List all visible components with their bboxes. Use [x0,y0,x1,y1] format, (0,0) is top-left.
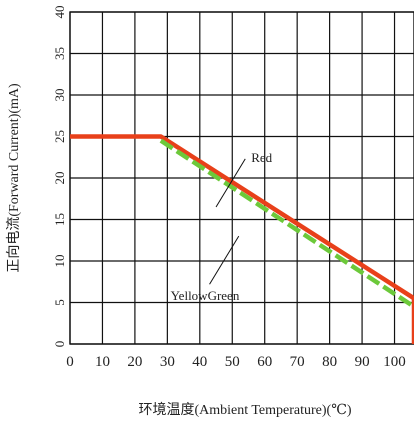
annotation-label-yellowgreen: YellowGreen [171,288,240,303]
x-tick-label-60: 60 [257,354,272,370]
y-tick-label-25: 25 [52,130,67,143]
grid [69,11,414,345]
annotation-label-red: Red [251,150,272,165]
series-line-yellowgreen [159,138,414,309]
x-tick-label-0: 0 [66,354,74,370]
y-tick-label-30: 30 [52,89,67,102]
y-tick-label-40: 40 [52,6,67,19]
y-tick-label-15: 15 [52,213,67,226]
series-line-red [70,134,414,301]
x-tick-labels: 0 10 20 30 40 50 60 70 80 90 100 [66,354,406,370]
y-tick-label-0: 0 [52,341,67,348]
annotation-leader-yellowgreen [209,235,240,285]
annotation-group: Red YellowGreen [171,150,273,303]
y-tick-label-35: 35 [52,47,67,60]
x-tick-label-90: 90 [355,354,370,370]
y-axis-title: 正向电流(Forward Current)(mA) [6,83,22,273]
y-tick-label-20: 20 [52,172,67,185]
x-tick-label-70: 70 [290,354,305,370]
x-tick-label-20: 20 [127,354,142,370]
y-tick-label-10: 10 [52,255,67,268]
y-tick-label-5: 5 [52,299,67,306]
x-tick-label-10: 10 [95,354,110,370]
x-tick-label-80: 80 [322,354,337,370]
x-tick-label-40: 40 [192,354,207,370]
x-tick-label-100: 100 [383,354,406,370]
x-tick-label-50: 50 [225,354,240,370]
y-tick-labels: 0 5 10 15 20 25 30 35 40 [52,6,67,348]
series-group [70,134,414,344]
x-axis-title: 环境温度(Ambient Temperature)(℃) [138,402,351,418]
annotation-leader-red [215,158,246,208]
x-tick-label-30: 30 [160,354,175,370]
